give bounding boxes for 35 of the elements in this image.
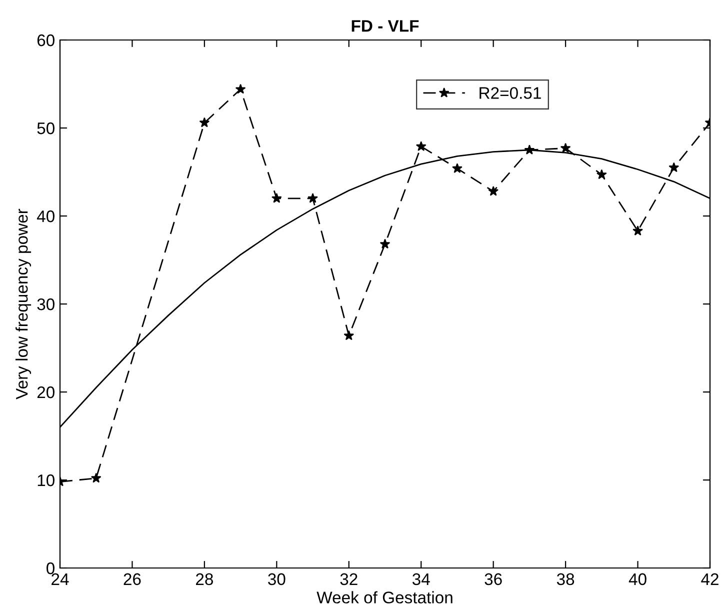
- x-axis-title: Week of Gestation: [316, 591, 452, 604]
- y-tick-label: 40: [36, 210, 54, 222]
- point: [199, 117, 210, 128]
- y-tick-label: 50: [37, 122, 54, 134]
- point: [488, 186, 499, 196]
- y-tick-label: 10: [38, 474, 54, 486]
- point: [560, 142, 571, 153]
- point: [271, 192, 282, 203]
- y-tick-label: 20: [37, 386, 54, 398]
- x-tick-label: 26: [124, 573, 141, 586]
- x-tick-label: 32: [340, 573, 358, 586]
- point: [452, 163, 462, 173]
- x-tick-label: 34: [412, 573, 430, 586]
- point: [235, 84, 246, 94]
- x-tick-label: 36: [484, 573, 502, 586]
- y-tick-label: 30: [37, 298, 54, 310]
- y-axis-title: Very low frequency power: [16, 208, 32, 400]
- x-tick-label: 42: [701, 573, 718, 585]
- y-tick-label: 0: [46, 562, 54, 574]
- legend-label: R2=0.51: [480, 87, 541, 99]
- point: [668, 162, 680, 172]
- x-tick-label: 38: [556, 573, 574, 586]
- point: [596, 169, 607, 180]
- chart-title: FD - VLF: [352, 20, 419, 32]
- point: [632, 226, 643, 236]
- y-tick-label: 60: [37, 34, 54, 46]
- point: [308, 192, 318, 203]
- x-tick-label: 40: [628, 573, 646, 586]
- point: [416, 141, 426, 151]
- point: [380, 238, 390, 249]
- point: [90, 472, 102, 483]
- x-tick-label: 30: [268, 573, 286, 586]
- x-tick-label: 28: [196, 573, 213, 586]
- x-tick-label: 24: [52, 573, 69, 585]
- point: [344, 330, 354, 340]
